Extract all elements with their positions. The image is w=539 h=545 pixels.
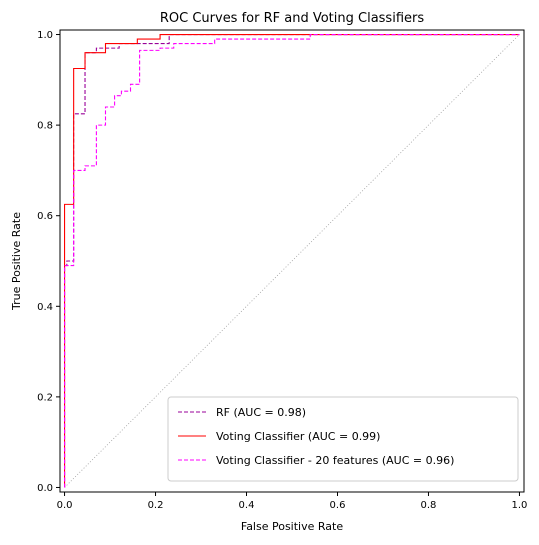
y-axis-label: True Positive Rate (10, 212, 23, 311)
y-tick-label: 0.0 (37, 483, 53, 494)
x-axis-label: False Positive Rate (241, 520, 343, 533)
x-tick-label: 0.4 (239, 500, 255, 511)
roc-series-line-3 (64, 33, 520, 488)
x-tick-label: 0.6 (330, 500, 346, 511)
legend-label-3: Voting Classifier - 20 features (AUC = 0… (216, 454, 454, 467)
chance-diagonal-line (64, 34, 520, 488)
y-axis-ticks: 0.0 0.2 0.4 0.6 0.8 1.0 (37, 30, 60, 494)
x-axis-ticks: 0.0 0.2 0.4 0.6 0.8 1.0 (57, 492, 527, 511)
legend-label-2: Voting Classifier (AUC = 0.99) (216, 430, 380, 443)
y-tick-label: 1.0 (37, 30, 53, 41)
roc-series-line-1 (64, 33, 520, 488)
x-tick-label: 0.0 (57, 500, 73, 511)
y-tick-label: 0.2 (37, 392, 53, 403)
y-tick-label: 0.4 (37, 302, 53, 313)
x-tick-label: 0.2 (148, 500, 164, 511)
legend-items: RF (AUC = 0.98) Voting Classifier (AUC = … (178, 406, 454, 467)
series-group (64, 33, 520, 488)
y-tick-label: 0.8 (37, 121, 53, 132)
roc-series-line-2 (64, 33, 520, 488)
x-tick-label: 1.0 (511, 500, 527, 511)
legend: RF (AUC = 0.98) Voting Classifier (AUC = … (167, 396, 519, 482)
legend-box (167, 396, 519, 482)
legend-label-1: RF (AUC = 0.98) (216, 406, 306, 419)
chart-title: ROC Curves for RF and Voting Classifiers (160, 11, 424, 26)
x-tick-label: 0.8 (421, 500, 437, 511)
y-tick-label: 0.6 (37, 211, 53, 222)
